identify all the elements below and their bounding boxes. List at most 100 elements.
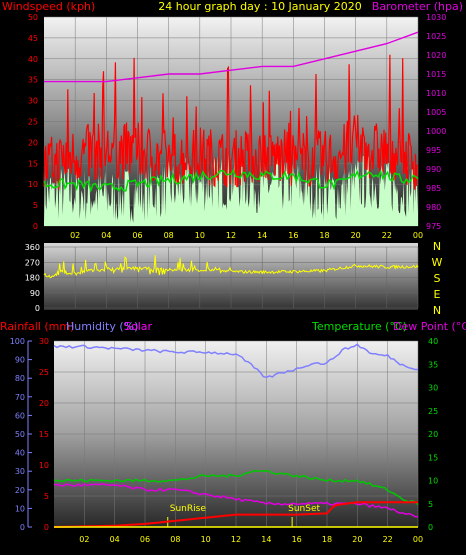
rainfall-tick-label: 15 <box>39 430 49 439</box>
sunset-label: SunSet <box>288 504 320 514</box>
wind-x-tick-label: 18 <box>319 231 329 240</box>
wind-tick-label: 25 <box>28 118 38 127</box>
temperature-tick-label: 0 <box>428 523 433 532</box>
temperature-tick-label: 5 <box>428 500 433 509</box>
humidity-tick-label: 20 <box>15 486 25 495</box>
rainfall-axis-title: Rainfall (mm) <box>0 320 74 333</box>
rainfall-tick-label: 5 <box>44 492 49 501</box>
temp-x-tick-label: 08 <box>170 535 180 544</box>
wind-x-tick-label: 04 <box>101 231 111 240</box>
windspeed-axis-title: Windspeed (kph) <box>2 0 95 13</box>
humidity-tick-label: 10 <box>15 504 25 513</box>
wind-tick-label: 15 <box>28 159 38 168</box>
dewpoint-axis-title: Dew Point (°C) <box>393 320 466 333</box>
wind-gust-area <box>44 152 418 226</box>
humidity-tick-label: 80 <box>15 374 25 383</box>
humidity-tick-label: 60 <box>15 411 25 420</box>
wind-x-tick-label: 00 <box>413 231 423 240</box>
humidity-tick-label: 50 <box>15 430 25 439</box>
humidity-tick-label: 70 <box>15 393 25 402</box>
temp-x-tick-label: 10 <box>201 535 211 544</box>
temp-x-tick-label: 22 <box>383 535 393 544</box>
barometer-tick-label: 1020 <box>426 51 446 60</box>
rainfall-tick-label: 25 <box>39 368 49 377</box>
wind-x-tick-label: 14 <box>257 231 267 240</box>
temperature-tick-label: 25 <box>428 407 438 416</box>
temperature-tick-label: 35 <box>428 360 438 369</box>
sunrise-label: SunRise <box>170 504 207 514</box>
wind-x-tick-label: 02 <box>70 231 80 240</box>
temperature-tick-label: 30 <box>428 384 438 393</box>
wind-x-tick-label: 10 <box>195 231 205 240</box>
wind-x-tick-label: 08 <box>164 231 174 240</box>
temperature-axis-title: Temperature (°C) <box>311 320 407 333</box>
temp-x-tick-label: 16 <box>292 535 302 544</box>
dewpoint-line <box>54 483 418 518</box>
wind-x-tick-label: 16 <box>288 231 298 240</box>
barometer-axis-title: Barometer (hpa) <box>372 0 463 13</box>
temp-x-tick-label: 18 <box>322 535 332 544</box>
temperature-tick-label: 10 <box>428 477 438 486</box>
temp-x-tick-label: 02 <box>79 535 89 544</box>
barometer-tick-label: 985 <box>426 184 441 193</box>
barometer-tick-label: 1000 <box>426 127 446 136</box>
barometer-tick-label: 995 <box>426 146 441 155</box>
temperature-line <box>53 470 419 506</box>
rainfall-line <box>53 501 418 528</box>
direction-tick-label: 90 <box>30 289 40 298</box>
compass-label: S <box>434 272 441 285</box>
temp-x-tick-label: 04 <box>110 535 120 544</box>
temperature-tick-label: 15 <box>428 453 438 462</box>
barometer-tick-label: 980 <box>426 203 441 212</box>
wind-tick-label: 50 <box>28 13 38 22</box>
rainfall-tick-label: 30 <box>39 337 49 346</box>
compass-label: N <box>433 240 441 253</box>
humidity-tick-label: 100 <box>10 337 25 346</box>
barometer-line <box>44 31 419 83</box>
wind-tick-label: 20 <box>28 138 38 147</box>
barometer-tick-label: 1005 <box>426 108 446 117</box>
compass-label: N <box>433 304 441 317</box>
wind-x-tick-label: 06 <box>132 231 142 240</box>
barometer-tick-label: 1015 <box>426 70 446 79</box>
direction-tick-label: 360 <box>25 243 40 252</box>
graph-title: 24 hour graph day : 10 January 2020 <box>158 0 362 13</box>
humidity-tick-label: 0 <box>20 523 25 532</box>
windspeed-average-line <box>43 168 419 193</box>
wind-tick-label: 35 <box>28 76 38 85</box>
humidity-tick-label: 40 <box>15 449 25 458</box>
temperature-tick-label: 40 <box>428 337 438 346</box>
temp-x-tick-label: 06 <box>140 535 150 544</box>
barometer-tick-label: 1030 <box>426 13 446 22</box>
humidity-tick-label: 90 <box>15 356 25 365</box>
compass-label: W <box>432 256 443 269</box>
wind-tick-label: 40 <box>28 55 38 64</box>
wind-x-tick-label: 20 <box>351 231 361 240</box>
solar-axis-title: Solar <box>124 320 153 333</box>
temp-x-tick-label: 00 <box>413 535 423 544</box>
rainfall-tick-label: 0 <box>44 523 49 532</box>
humidity-line <box>53 343 418 379</box>
temperature-tick-label: 20 <box>428 430 438 439</box>
wind-x-tick-label: 22 <box>382 231 392 240</box>
rainfall-tick-label: 10 <box>39 461 49 470</box>
temp-x-tick-label: 20 <box>352 535 362 544</box>
direction-tick-label: 180 <box>25 274 40 283</box>
barometer-tick-label: 1025 <box>426 32 446 41</box>
barometer-tick-label: 1010 <box>426 89 446 98</box>
direction-tick-label: 270 <box>25 258 40 267</box>
rainfall-tick-label: 20 <box>39 399 49 408</box>
humidity-tick-label: 30 <box>15 467 25 476</box>
humidity-axis-title: Humidity (%) <box>66 320 138 333</box>
wind-tick-label: 30 <box>28 97 38 106</box>
wind-tick-label: 0 <box>33 222 38 231</box>
wind-x-tick-label: 12 <box>226 231 236 240</box>
barometer-tick-label: 975 <box>426 222 441 231</box>
wind-tick-label: 10 <box>28 180 38 189</box>
wind-direction-line <box>43 255 419 279</box>
windspeed-line <box>43 54 419 190</box>
compass-label: E <box>434 288 441 301</box>
direction-tick-label: 0 <box>35 304 40 313</box>
